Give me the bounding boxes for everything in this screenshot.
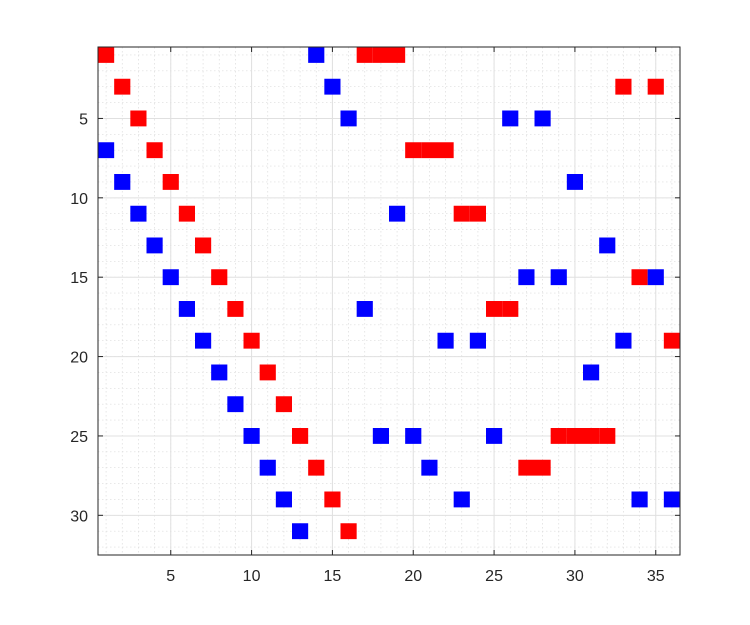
red-cell	[292, 428, 309, 444]
blue-cell	[647, 269, 664, 286]
red-cell	[550, 428, 567, 444]
axes-box	[97, 46, 681, 556]
x-tick-label: 10	[243, 568, 261, 585]
red-cell	[615, 78, 632, 95]
red-cell	[324, 491, 341, 508]
red-cell	[372, 47, 389, 63]
blue-cell	[211, 364, 228, 381]
y-tick-label: 10	[70, 191, 88, 208]
data-cells	[98, 47, 680, 540]
blue-cell	[98, 142, 115, 159]
x-axis: 5 10 15 20 25 30 35	[166, 47, 665, 585]
red-cell	[146, 142, 163, 159]
red-cell	[162, 174, 179, 190]
blue-cell	[178, 301, 195, 317]
x-tick-label: 25	[485, 568, 503, 585]
red-cell	[566, 428, 583, 444]
red-cell	[211, 269, 228, 286]
red-cell	[502, 301, 519, 317]
blue-cell	[275, 491, 292, 508]
blue-cell	[324, 78, 341, 95]
red-cell	[405, 142, 422, 159]
blue-cell	[195, 332, 212, 349]
blue-cell	[421, 459, 438, 476]
y-axis: 5 10 15 20 25 30	[70, 111, 680, 525]
x-tick-label: 5	[166, 568, 175, 585]
red-cell	[275, 396, 292, 413]
blue-cell	[130, 205, 147, 222]
y-tick-label: 30	[70, 508, 88, 525]
blue-cell	[243, 428, 260, 444]
red-cell	[259, 364, 276, 381]
blue-cell	[356, 301, 373, 317]
blue-cell	[292, 523, 309, 540]
blue-cell	[469, 332, 486, 349]
blue-cell	[389, 205, 406, 222]
blue-cell	[615, 332, 632, 349]
x-tick-label: 20	[404, 568, 422, 585]
blue-cell	[259, 459, 276, 476]
red-cell	[340, 523, 357, 540]
blue-cell	[566, 174, 583, 190]
red-cell	[98, 47, 115, 63]
blue-cell	[146, 237, 163, 254]
red-cell	[518, 459, 535, 476]
y-tick-label: 25	[70, 429, 88, 446]
red-cell	[631, 269, 648, 286]
red-cell	[195, 237, 212, 254]
blue-cell	[663, 491, 680, 508]
blue-cell	[502, 110, 519, 127]
red-cell	[356, 47, 373, 63]
blue-cell	[227, 396, 244, 413]
red-cell	[583, 428, 600, 444]
blue-cell	[114, 174, 131, 190]
blue-cell	[162, 269, 179, 286]
y-tick-label: 15	[70, 270, 88, 287]
red-cell	[647, 78, 664, 95]
red-cell	[114, 78, 131, 95]
blue-cell	[340, 110, 357, 127]
x-tick-label: 15	[324, 568, 342, 585]
red-cell	[469, 205, 486, 222]
blue-cell	[405, 428, 422, 444]
red-cell	[308, 459, 325, 476]
blue-cell	[486, 428, 503, 444]
blue-cell	[550, 269, 567, 286]
red-cell	[421, 142, 438, 159]
red-cell	[243, 332, 260, 349]
red-cell	[227, 301, 244, 317]
red-cell	[534, 459, 551, 476]
blue-cell	[534, 110, 551, 127]
blue-cell	[437, 332, 454, 349]
red-cell	[599, 428, 616, 444]
y-tick-label: 5	[79, 111, 88, 128]
blue-cell	[518, 269, 535, 286]
blue-cell	[583, 364, 600, 381]
red-cell	[486, 301, 503, 317]
blue-cell	[631, 491, 648, 508]
red-cell	[389, 47, 406, 63]
x-tick-label: 35	[647, 568, 665, 585]
x-tick-label: 30	[566, 568, 584, 585]
blue-cell	[453, 491, 470, 508]
red-cell	[178, 205, 195, 222]
red-cell	[437, 142, 454, 159]
red-cell	[130, 110, 147, 127]
blue-cell	[308, 47, 325, 63]
blue-cell	[599, 237, 616, 254]
blue-cell	[372, 428, 389, 444]
red-cell	[663, 332, 680, 349]
red-cell	[453, 205, 470, 222]
y-tick-label: 20	[70, 350, 88, 367]
